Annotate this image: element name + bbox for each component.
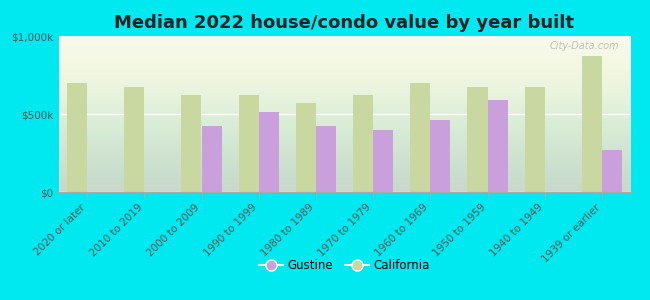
Bar <box>296 103 316 192</box>
Bar <box>316 127 336 192</box>
Bar <box>181 95 202 192</box>
Text: City-Data.com: City-Data.com <box>549 41 619 51</box>
Bar <box>239 95 259 192</box>
Bar <box>582 56 602 192</box>
Bar <box>373 130 393 192</box>
Bar <box>488 100 508 192</box>
Bar <box>410 83 430 192</box>
Bar <box>467 88 488 192</box>
Bar <box>353 95 373 192</box>
Bar <box>525 88 545 192</box>
Bar <box>124 88 144 192</box>
Title: Median 2022 house/condo value by year built: Median 2022 house/condo value by year bu… <box>114 14 575 32</box>
Bar <box>602 150 622 192</box>
Legend: Gustine, California: Gustine, California <box>255 254 434 277</box>
Bar <box>259 112 279 192</box>
Bar <box>202 127 222 192</box>
Bar <box>430 120 450 192</box>
Bar <box>67 83 87 192</box>
